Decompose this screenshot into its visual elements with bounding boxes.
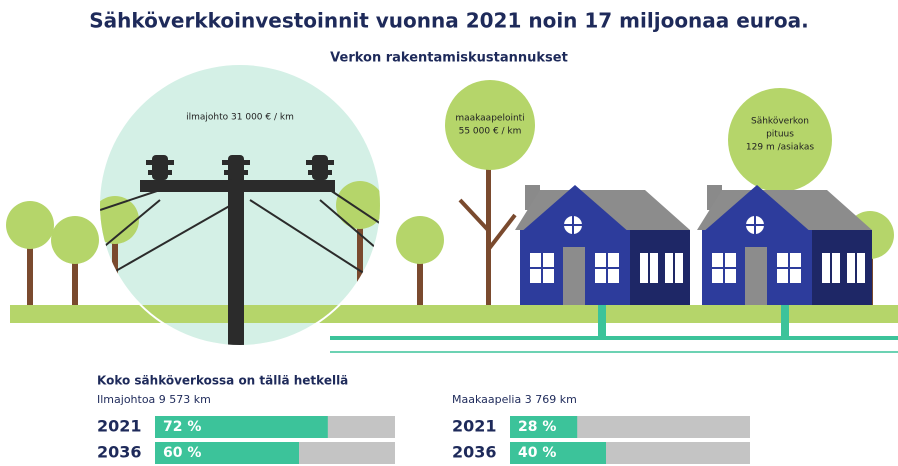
annotation: pituus	[766, 130, 794, 140]
infographic: Sähköverkkoinvestoinnit vuonna 2021 noin…	[0, 0, 898, 466]
summary-heading: Koko sähköverkossa on tällä hetkellä	[97, 374, 348, 388]
annotation: ilmajohto 31 000 € / km	[186, 113, 294, 123]
year-label: 2036	[97, 443, 142, 462]
bar-label: 60 %	[163, 445, 201, 461]
subtitle: Verkon rakentamiskustannukset	[330, 51, 568, 66]
year-label: 2021	[97, 417, 142, 436]
bar-label: 72 %	[163, 419, 201, 435]
title: Sähköverkkoinvestoinnit vuonna 2021 noin…	[89, 9, 809, 33]
year-label: 2021	[452, 417, 497, 436]
group-name: Maakaapelia 3 769 km	[452, 393, 577, 406]
annotation: Sähköverkon	[751, 117, 809, 127]
annotation: 129 m /asiakas	[746, 143, 814, 153]
group-name: Ilmajohtoa 9 573 km	[97, 393, 211, 406]
illustration: ilmajohto 31 000 € / km maakaapelointi 5…	[6, 60, 898, 360]
annotation: maakaapelointi	[455, 114, 524, 124]
annotation: 55 000 € / km	[459, 127, 522, 137]
year-label: 2036	[452, 443, 497, 462]
bar-label: 28 %	[518, 419, 556, 435]
bar-label: 40 %	[518, 445, 556, 461]
